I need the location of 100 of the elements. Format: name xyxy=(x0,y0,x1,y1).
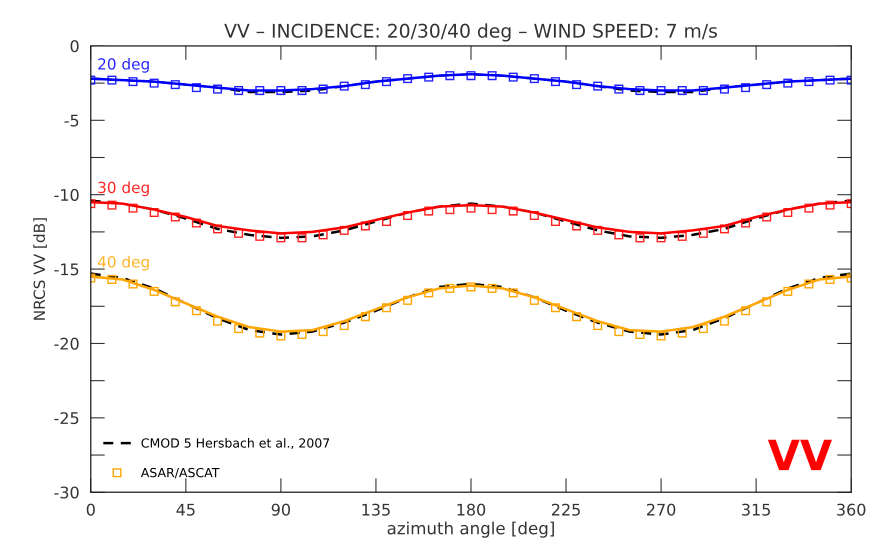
point xyxy=(572,221,582,230)
point xyxy=(488,284,497,293)
point xyxy=(530,211,539,220)
point xyxy=(297,233,307,242)
point xyxy=(783,78,792,88)
point xyxy=(150,78,159,88)
point xyxy=(466,204,476,213)
point xyxy=(635,86,644,96)
point xyxy=(213,84,222,94)
point xyxy=(318,84,328,94)
point xyxy=(107,200,116,210)
point xyxy=(360,80,370,90)
point xyxy=(192,218,201,228)
y-tick-label: -30 xyxy=(54,486,79,499)
point xyxy=(720,316,729,326)
point xyxy=(297,86,307,96)
point xyxy=(762,297,772,306)
point xyxy=(170,297,180,306)
point xyxy=(593,82,602,91)
point xyxy=(128,279,138,288)
point xyxy=(403,211,412,220)
series-label: 20 deg xyxy=(98,58,149,73)
point xyxy=(720,224,729,234)
x-tick-label: 90 xyxy=(272,504,290,516)
point xyxy=(340,82,349,91)
point xyxy=(318,230,328,240)
point xyxy=(741,218,750,228)
point xyxy=(170,212,180,222)
point xyxy=(466,71,476,80)
point xyxy=(234,324,244,334)
point xyxy=(530,296,539,305)
series-label: 30 deg xyxy=(98,181,149,196)
point xyxy=(656,332,666,341)
point xyxy=(424,72,434,82)
point xyxy=(614,84,624,94)
point xyxy=(593,226,602,235)
x-tick-label: 360 xyxy=(837,504,866,516)
point xyxy=(530,74,539,84)
point xyxy=(318,327,328,336)
point xyxy=(128,77,138,86)
point xyxy=(698,86,708,96)
point xyxy=(424,288,434,298)
point xyxy=(572,80,582,90)
y-tick-label: -25 xyxy=(54,412,78,424)
point xyxy=(192,83,201,92)
point xyxy=(720,84,729,94)
y-axis-title: NRCS VV [dB] xyxy=(33,218,47,320)
point xyxy=(804,279,814,288)
point xyxy=(572,312,582,322)
point xyxy=(593,321,602,330)
x-tick-label: 225 xyxy=(552,504,580,516)
point xyxy=(826,76,835,85)
y-tick-label: -10 xyxy=(54,188,79,201)
point xyxy=(466,282,476,292)
x-tick-label: 270 xyxy=(647,504,676,516)
x-axis-title: azimuth angle [deg] xyxy=(388,522,554,538)
point xyxy=(360,221,370,230)
point xyxy=(340,321,349,330)
point xyxy=(150,286,159,296)
point xyxy=(635,233,644,242)
x-tick-label: 135 xyxy=(362,504,390,516)
point xyxy=(656,233,666,242)
y-tick-label: -5 xyxy=(64,114,78,127)
x-tick-label: 0 xyxy=(86,504,95,516)
point xyxy=(508,72,518,82)
legend-label: CMOD 5 Hersbach et al., 2007 xyxy=(141,438,330,449)
point xyxy=(340,226,349,235)
point xyxy=(403,296,412,305)
point xyxy=(783,286,792,296)
chart-title: VV – INCIDENCE: 20/30/40 deg – WIND SPEED: 7 m/s xyxy=(224,23,717,42)
point xyxy=(170,80,180,90)
point xyxy=(382,303,392,312)
x-tick-label: 315 xyxy=(742,504,770,516)
point xyxy=(276,332,286,341)
point xyxy=(550,303,560,312)
point xyxy=(445,71,454,80)
point xyxy=(255,328,264,338)
point xyxy=(508,206,518,216)
x-tick-label: 45 xyxy=(176,504,195,516)
point xyxy=(678,232,687,241)
x-tick-label: 180 xyxy=(457,504,486,516)
point xyxy=(150,208,159,218)
point xyxy=(107,274,116,284)
point xyxy=(213,224,222,234)
point xyxy=(678,86,687,96)
point xyxy=(297,330,307,340)
point xyxy=(804,204,814,213)
point xyxy=(550,77,560,86)
point xyxy=(382,77,392,86)
point xyxy=(424,206,434,216)
point xyxy=(445,284,454,293)
point xyxy=(276,233,286,242)
point xyxy=(741,306,750,316)
point xyxy=(255,232,264,241)
series-label: 40 deg xyxy=(98,256,149,271)
point xyxy=(360,312,370,322)
y-tick-label: -15 xyxy=(54,264,78,276)
point xyxy=(698,324,708,334)
annotation: VV xyxy=(768,440,832,470)
point xyxy=(234,86,244,96)
